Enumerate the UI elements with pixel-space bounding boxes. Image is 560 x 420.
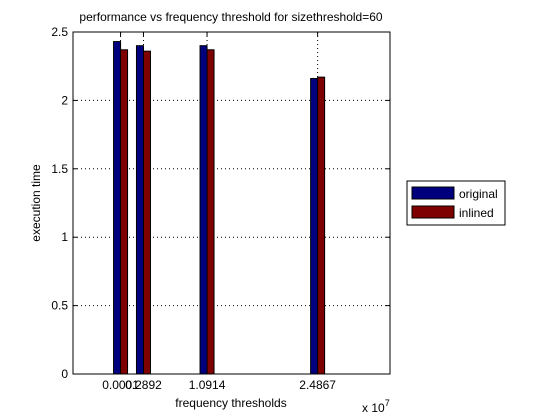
bar-inlined <box>142 50 151 375</box>
x-axis-exponent: x 107 <box>362 398 390 415</box>
legend-label-inlined: inlined <box>459 206 494 220</box>
x-tick-label: 1.0914 <box>189 378 226 392</box>
legend-label-original: original <box>459 187 498 201</box>
bar-original <box>135 45 144 375</box>
chart-title: performance vs frequency threshold for s… <box>79 10 382 24</box>
y-tick-label: 2.5 <box>51 25 68 39</box>
x-axis-label: frequency thresholds <box>175 396 286 410</box>
legend-swatch-inlined <box>411 205 455 219</box>
y-axis: 0 0.5 1 1.5 2 2.5 <box>51 25 390 381</box>
y-tick-label: 1 <box>61 230 68 244</box>
y-axis-label: execution time <box>29 164 43 242</box>
bar-inlined <box>317 76 326 375</box>
y-tick-label: 2 <box>61 93 68 107</box>
bar-original <box>310 78 319 375</box>
legend-swatch-original <box>411 186 455 200</box>
x-tick-label: 0.2892 <box>125 378 162 392</box>
y-tick-label: 0.5 <box>51 299 68 313</box>
bar-inlined <box>120 49 129 375</box>
x-tick-label: 2.4867 <box>299 378 336 392</box>
bars-group <box>113 41 326 375</box>
x-tick-label: 0.0001 <box>102 378 139 392</box>
legend: original inlined <box>406 180 506 226</box>
y-tick-label: 0 <box>61 367 68 381</box>
bar-original <box>113 41 122 375</box>
y-tick-label: 1.5 <box>51 162 68 176</box>
bar-original <box>199 45 208 375</box>
bar-inlined <box>206 49 215 375</box>
